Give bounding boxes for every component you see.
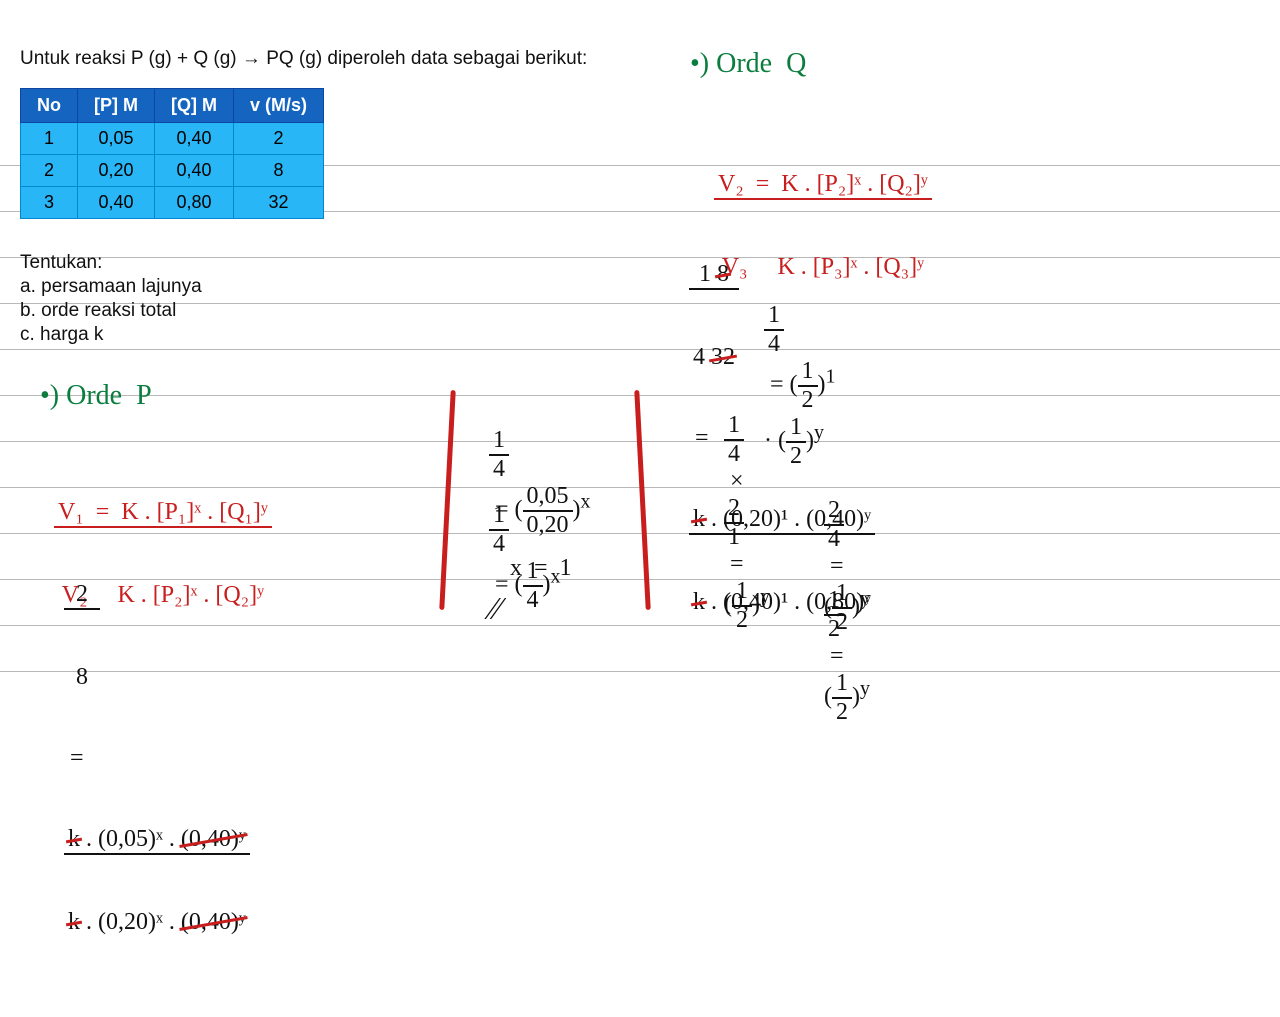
tentukan-item: b. orde reaksi total <box>20 300 202 322</box>
orde-q-eq4: 14 × 21 = (12)y <box>700 385 770 661</box>
orde-q-eq6: 12 = (12)y <box>800 560 870 753</box>
orde-p-title: •) Orde P <box>40 380 152 412</box>
col-v: v (M/s) <box>233 89 323 123</box>
tentukan-item: a. persamaan lajunya <box>20 276 202 298</box>
tentukan-block: Tentukan: a. persamaan lajunya b. orde r… <box>20 250 202 348</box>
orde-p-eq2: 2 8 = k . (0,05)ˣ . (0,40)ʸ k . (0,20)ˣ … <box>40 500 250 1017</box>
orde-p-mid-c: x = 1 <box>510 555 572 582</box>
col-p: [P] M <box>78 89 155 123</box>
orde-q-title: •) Orde Q <box>690 48 806 80</box>
table-row: 2 0,20 0,40 8 <box>21 155 324 187</box>
question-text: Untuk reaksi P (g) + Q (g) → PQ (g) dipe… <box>20 48 587 70</box>
col-q: [Q] M <box>155 89 234 123</box>
underline-marks: ⁄⁄ <box>490 590 501 627</box>
data-table: No [P] M [Q] M v (M/s) 1 0,05 0,40 2 2 0… <box>20 88 324 219</box>
table-row: 3 0,40 0,80 32 <box>21 187 324 219</box>
table-row: 1 0,05 0,40 2 <box>21 123 324 155</box>
tentukan-item: c. harga k <box>20 324 202 346</box>
col-no: No <box>21 89 78 123</box>
tentukan-title: Tentukan: <box>20 252 202 274</box>
